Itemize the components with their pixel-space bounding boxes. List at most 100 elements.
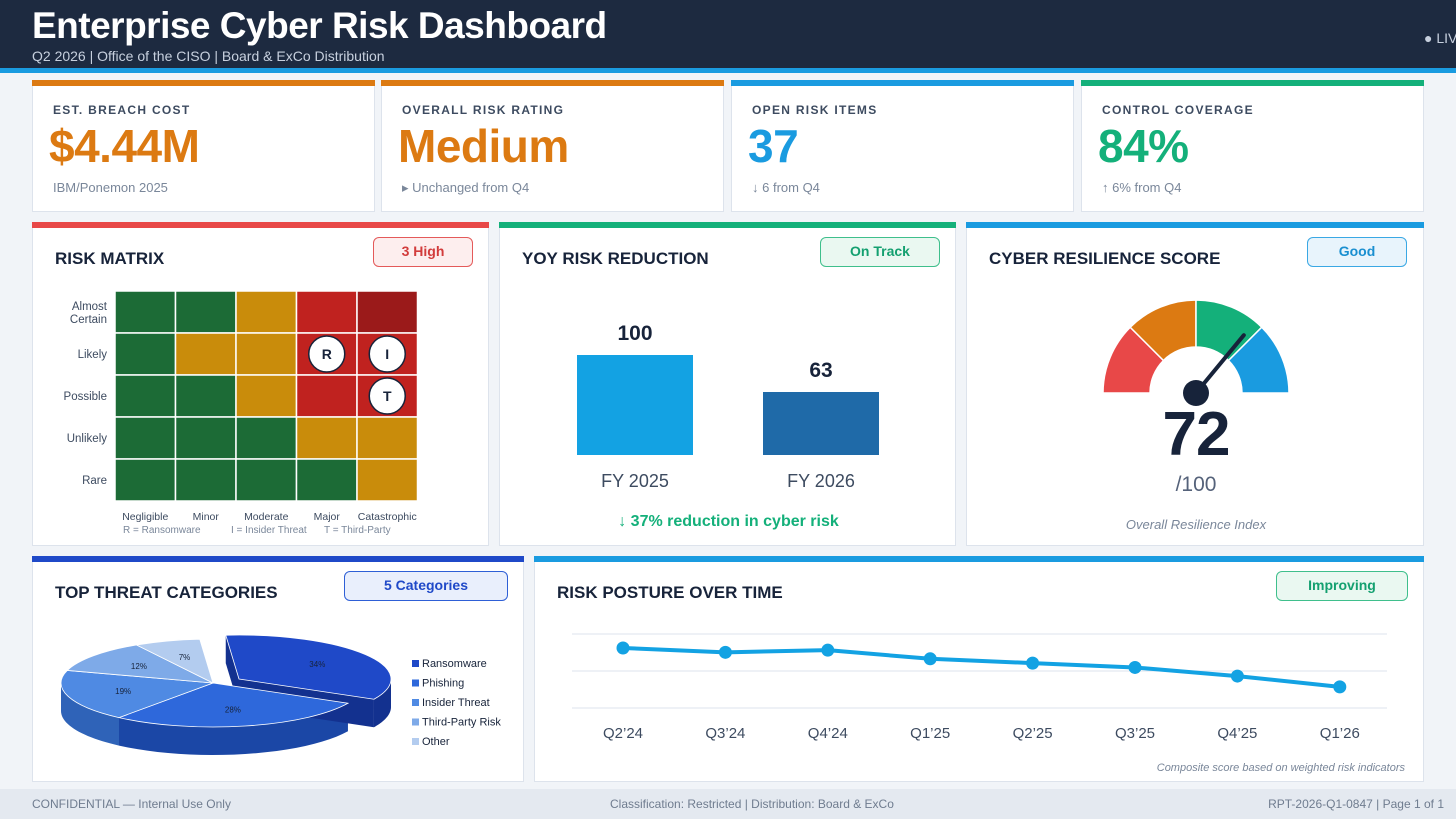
matrix-row-label: Certain: [70, 314, 107, 326]
high-risk-badge[interactable]: 3 High: [373, 237, 473, 267]
legend-label[interactable]: Ransomware: [422, 658, 487, 670]
risk-matrix-grid: AlmostCertainLikelyPossibleUnlikelyRare …: [64, 290, 419, 523]
kpi-note: ↑ 6% from Q4: [1102, 180, 1182, 195]
posture-point[interactable]: [718, 645, 732, 659]
matrix-cell-low[interactable]: [114, 290, 177, 334]
matrix-cell-med[interactable]: [235, 374, 298, 418]
page-subtitle: Q2 2026 | Office of the CISO | Board & E…: [32, 48, 385, 64]
posture-point[interactable]: [1026, 656, 1040, 670]
matrix-cell-low[interactable]: [295, 458, 358, 502]
panel-title: YOY RISK REDUCTION: [522, 249, 709, 268]
kpi-value: $4.44M: [49, 120, 200, 172]
matrix-cell-med[interactable]: [295, 416, 358, 460]
kpi-card-breach-cost[interactable]: EST. BREACH COST $4.44M IBM/Ponemon 2025: [32, 80, 375, 212]
panel-title: CYBER RESILIENCE SCORE: [989, 249, 1221, 268]
matrix-col-label: Major: [314, 511, 341, 523]
matrix-cell-high[interactable]: [295, 374, 358, 418]
matrix-cell-med[interactable]: [235, 332, 298, 376]
legend-label[interactable]: Phishing: [422, 678, 464, 690]
pie-slice-label: 34%: [309, 660, 325, 669]
posture-point[interactable]: [923, 652, 937, 666]
kpi-label: CONTROL COVERAGE: [1102, 103, 1254, 117]
matrix-cell-low[interactable]: [114, 416, 177, 460]
posture-axis-label: Q2’24: [603, 725, 643, 742]
resilience-score: 72: [1162, 400, 1231, 469]
pie-slice[interactable]: [135, 638, 214, 684]
posture-point[interactable]: [821, 643, 835, 657]
matrix-cell-low[interactable]: [114, 332, 177, 376]
matrix-cell-med[interactable]: [235, 290, 298, 334]
matrix-cell-high[interactable]: [295, 290, 358, 334]
pie-slice[interactable]: [225, 634, 392, 700]
legend-label[interactable]: Other: [422, 736, 450, 748]
kpi-note: IBM/Ponemon 2025: [53, 180, 168, 195]
kpi-card-open-risks[interactable]: OPEN RISK ITEMS 37 ↓ 6 from Q4: [731, 80, 1074, 212]
kpi-value: 37: [748, 120, 799, 172]
kpi-note: ↓ 6 from Q4: [752, 180, 820, 195]
legend-label[interactable]: Third-Party Risk: [422, 717, 501, 729]
pie-slice-label: 12%: [131, 662, 147, 671]
matrix-cell-low[interactable]: [235, 416, 298, 460]
matrix-cell-crit[interactable]: [356, 290, 419, 334]
matrix-marker-label: T: [383, 388, 392, 404]
yoy-reduction-note: ↓ 37% reduction in cyber risk: [618, 513, 839, 530]
legend-swatch: [412, 679, 419, 687]
legend-label[interactable]: Insider Threat: [422, 697, 490, 709]
categories-badge[interactable]: 5 Categories: [344, 571, 508, 601]
matrix-cell-low[interactable]: [174, 458, 237, 502]
posture-point[interactable]: [1230, 669, 1244, 683]
footer-report-id: RPT-2026-Q1-0847 | Page 1 of 1: [1268, 797, 1444, 811]
posture-axis-label: Q4’25: [1217, 725, 1257, 742]
pie-slice-side: [61, 683, 120, 746]
matrix-row-label: Possible: [64, 391, 107, 403]
matrix-cell-low[interactable]: [235, 458, 298, 502]
resilience-caption: Overall Resilience Index: [1125, 517, 1267, 532]
panel-title: RISK MATRIX: [55, 249, 165, 268]
posture-point[interactable]: [1128, 660, 1142, 674]
legend-swatch: [412, 699, 419, 706]
kpi-card-control-coverage[interactable]: CONTROL COVERAGE 84% ↑ 6% from Q4: [1081, 80, 1424, 212]
footer-confidential: CONFIDENTIAL — Internal Use Only: [32, 797, 231, 811]
pie-slice[interactable]: [117, 682, 350, 728]
matrix-marker[interactable]: [368, 335, 406, 373]
good-badge[interactable]: Good: [1307, 237, 1407, 267]
resilience-max: /100: [1175, 473, 1217, 496]
matrix-cell-low[interactable]: [174, 290, 237, 334]
kpi-note: ▸ Unchanged from Q4: [402, 180, 530, 195]
posture-point[interactable]: [616, 641, 630, 655]
posture-axis-label: Q3’25: [1115, 725, 1155, 742]
kpi-label: OVERALL RISK RATING: [402, 103, 565, 117]
matrix-cell-med[interactable]: [174, 332, 237, 376]
dashboard-header: Enterprise Cyber Risk Dashboard Q2 2026 …: [0, 0, 1456, 68]
risk-posture-panel: RISK POSTURE OVER TIME Improving Q2’24 Q3…: [534, 556, 1424, 782]
improving-badge[interactable]: Improving: [1276, 571, 1408, 601]
yoy-bar[interactable]: [763, 392, 879, 455]
yoy-bar-category: FY 2026: [787, 471, 855, 491]
yoy-panel: YOY RISK REDUCTION On Track 100 FY 2025 63…: [499, 222, 956, 546]
matrix-cell-low[interactable]: [114, 458, 177, 502]
matrix-row-label: Likely: [78, 349, 108, 361]
on-track-badge[interactable]: On Track: [820, 237, 940, 267]
posture-axis-label: Q3’24: [705, 725, 745, 742]
kpi-card-risk-rating[interactable]: OVERALL RISK RATING Medium ▸ Unchanged f…: [381, 80, 724, 212]
matrix-cell-low[interactable]: [114, 374, 177, 418]
matrix-cell-med[interactable]: [356, 416, 419, 460]
pie-slice-label: 19%: [115, 687, 131, 696]
posture-line: [622, 646, 1341, 689]
posture-point[interactable]: [1333, 680, 1347, 694]
pie-slice[interactable]: [60, 670, 214, 718]
pie-slice[interactable]: [66, 644, 214, 684]
yoy-bar[interactable]: [577, 355, 693, 455]
matrix-cell-low[interactable]: [174, 416, 237, 460]
risk-posture-line-chart: Q2’24 Q3’24 Q4’24 Q1’25 Q2’25 Q3’25 Q4’25 Q1’26: [572, 633, 1387, 742]
panel-title: TOP THREAT CATEGORIES: [55, 583, 278, 602]
matrix-marker[interactable]: [368, 377, 406, 415]
matrix-marker[interactable]: [308, 335, 346, 373]
pie-slice-side: [373, 679, 391, 728]
matrix-cell-low[interactable]: [174, 374, 237, 418]
matrix-row-label: Almost: [72, 301, 108, 313]
matrix-col-label: Negligible: [122, 511, 168, 523]
pie-slice-label: 7%: [179, 653, 191, 662]
matrix-cell-med[interactable]: [356, 458, 419, 502]
panel-title: RISK POSTURE OVER TIME: [557, 583, 783, 602]
